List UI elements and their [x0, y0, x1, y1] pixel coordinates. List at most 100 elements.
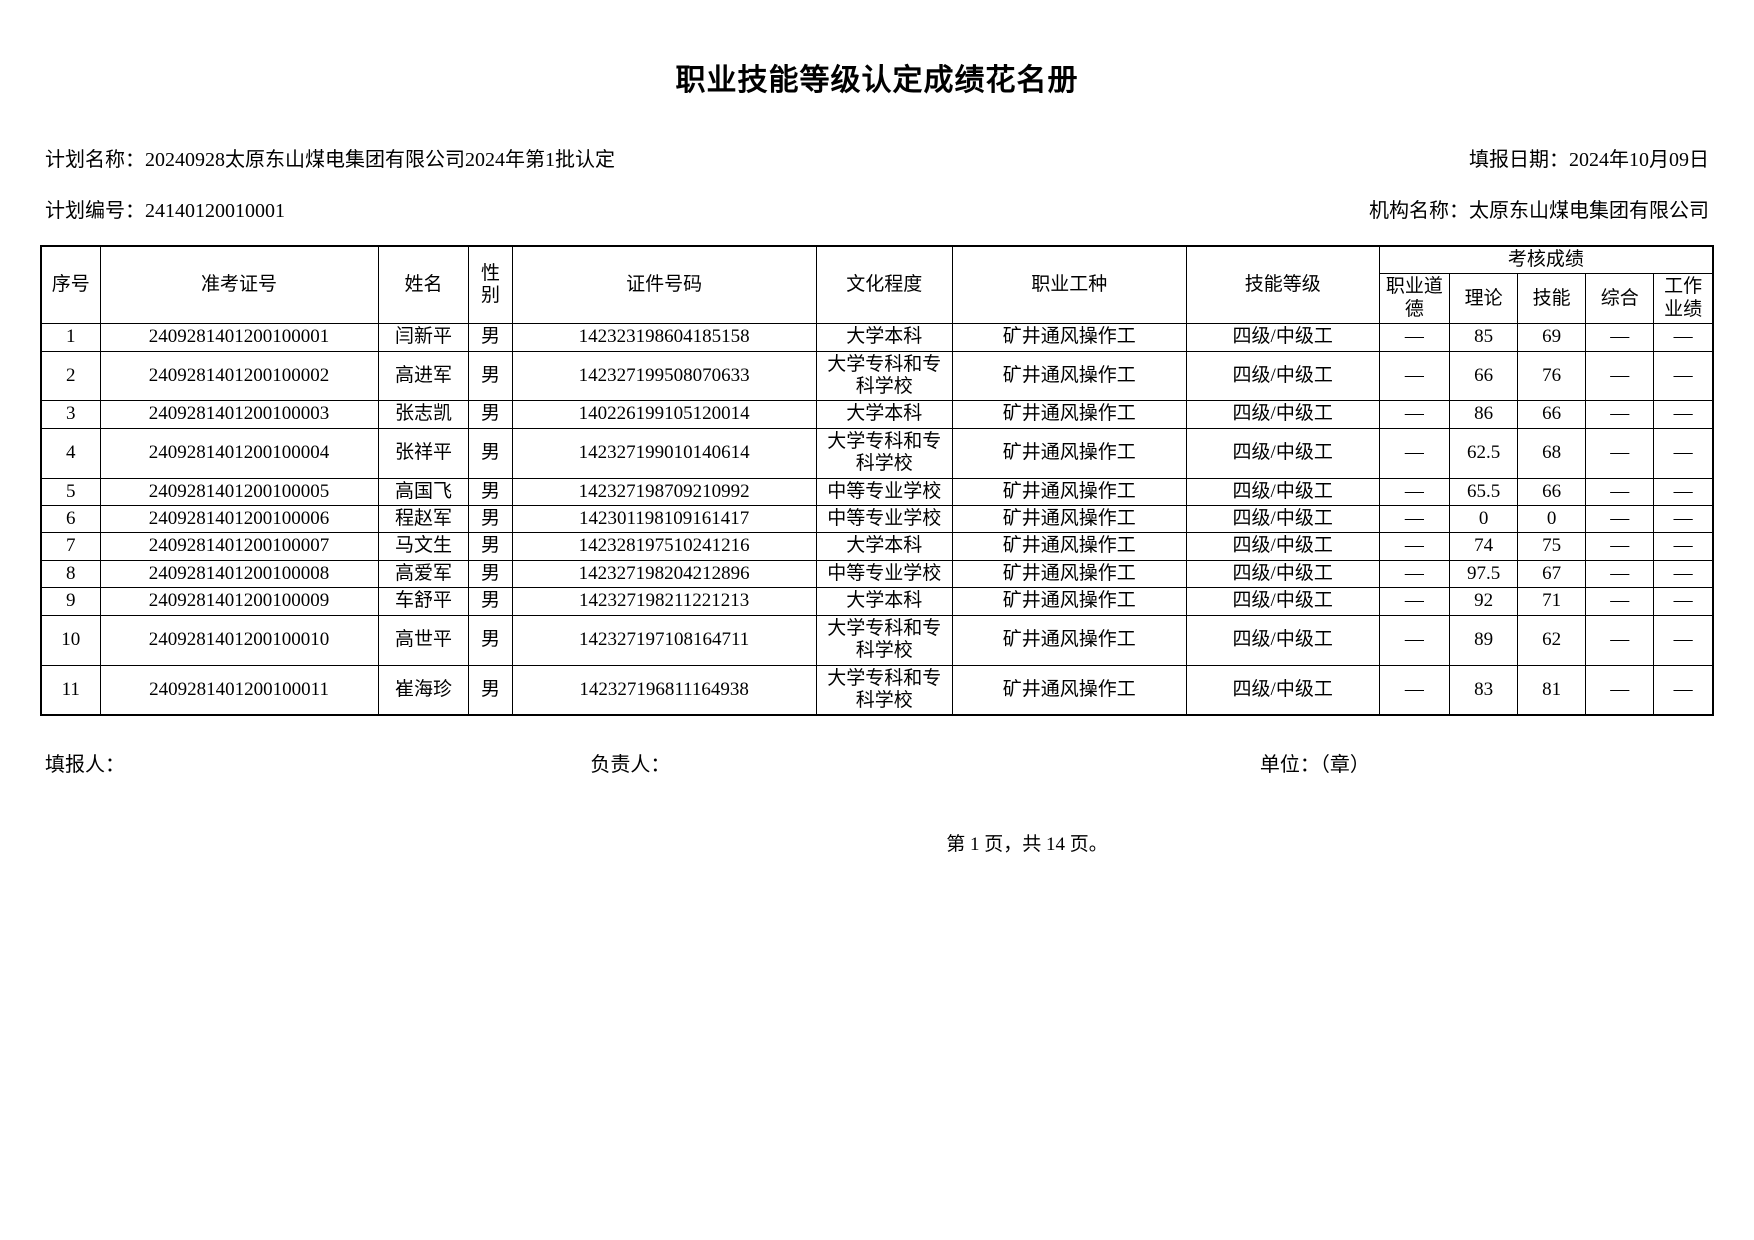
cell-exam-no: 2409281401200100011 — [99, 664, 379, 716]
cell-ethics: — — [1378, 350, 1451, 402]
cell-sex: 男 — [468, 614, 513, 666]
cell-sex: 男 — [468, 587, 513, 616]
cell-education: 中等专业学校 — [815, 505, 953, 534]
table-row: 10 2409281401200100010 高世平男 142327197108164… — [40, 614, 1714, 666]
cell-comprehensive: — — [1585, 559, 1655, 589]
cell-education: 大学专科和专科学校 — [815, 614, 953, 666]
fill-date: 填报日期：2024年10月09日 — [1469, 143, 1709, 172]
page-title: 职业技能等级认定成绩花名册 — [675, 64, 1079, 97]
cell-comprehensive: — — [1585, 587, 1655, 616]
cell-exam-no: 2409281401200100007 — [99, 532, 379, 561]
table-body: 1 2409281401200100001 闫新平男 1423231986041851… — [40, 323, 1714, 716]
table-row: 6 2409281401200100006 程赵军男 1423011981091614… — [40, 505, 1714, 534]
cell-ethics: — — [1378, 532, 1451, 561]
cell-ethics: — — [1378, 323, 1451, 352]
cell-theory: 0 — [1449, 505, 1519, 534]
header-theory: 理论 — [1449, 273, 1519, 325]
header-sex: 性别 — [468, 245, 513, 325]
cell-sex: 男 — [468, 350, 513, 402]
header-score-group: 考核成绩 — [1378, 245, 1714, 275]
cell-comprehensive: — — [1585, 427, 1655, 479]
cell-exam-no: 2409281401200100010 — [99, 614, 379, 666]
cell-exam-no: 2409281401200100006 — [99, 505, 379, 534]
cell-occupation: 矿井通风操作工 — [951, 427, 1187, 479]
cell-theory: 74 — [1449, 532, 1519, 561]
roster-table: 序号 准考证号 姓名 性别 证件号码 文化程度 职业工种 技能等级 考核成绩 职… — [40, 245, 1714, 717]
cell-name: 高爱军 — [377, 559, 470, 589]
header-comprehensive: 综合 — [1585, 273, 1655, 325]
cell-id-no: 142327198709210992 — [511, 477, 817, 507]
header-education: 文化程度 — [815, 245, 953, 325]
cell-ethics: — — [1378, 505, 1451, 534]
table-row: 11 2409281401200100011 崔海珍男 142327196811164… — [40, 664, 1714, 716]
cell-exam-no: 2409281401200100001 — [99, 323, 379, 352]
cell-performance: — — [1653, 587, 1714, 616]
cell-id-no: 142301198109161417 — [511, 505, 817, 534]
org-name: 机构名称：太原东山煤电集团有限公司 — [1369, 194, 1709, 223]
header-exam-no: 准考证号 — [99, 245, 379, 325]
filler-field: 填报人： — [45, 754, 125, 777]
page-number: 第 1 页，共 14 页。 — [946, 834, 1108, 856]
plan-name-value: 20240928太原东山煤电集团有限公司2024年第1批认定 — [145, 149, 615, 171]
cell-exam-no: 2409281401200100003 — [99, 400, 379, 429]
cell-theory: 86 — [1449, 400, 1519, 429]
cell-occupation: 矿井通风操作工 — [951, 559, 1187, 589]
cell-name: 马文生 — [377, 532, 470, 561]
cell-level: 四级/中级工 — [1185, 427, 1380, 479]
cell-sex: 男 — [468, 664, 513, 716]
cell-education: 大学本科 — [815, 587, 953, 616]
cell-index: 6 — [40, 505, 101, 534]
cell-ethics: — — [1378, 614, 1451, 666]
cell-theory: 66 — [1449, 350, 1519, 402]
header-row-main: 序号 准考证号 姓名 性别 证件号码 文化程度 职业工种 技能等级 考核成绩 — [40, 245, 1714, 325]
cell-sex: 男 — [468, 427, 513, 479]
cell-index: 2 — [40, 350, 101, 402]
cell-occupation: 矿井通风操作工 — [951, 614, 1187, 666]
cell-level: 四级/中级工 — [1185, 477, 1380, 507]
cell-education: 中等专业学校 — [815, 477, 953, 507]
cell-level: 四级/中级工 — [1185, 400, 1380, 429]
cell-performance: — — [1653, 614, 1714, 666]
cell-skill: 81 — [1517, 664, 1587, 716]
cell-skill: 66 — [1517, 400, 1587, 429]
cell-sex: 男 — [468, 400, 513, 429]
cell-theory: 97.5 — [1449, 559, 1519, 589]
cell-id-no: 142327196811164938 — [511, 664, 817, 716]
cell-name: 张祥平 — [377, 427, 470, 479]
table-row: 1 2409281401200100001 闫新平男 1423231986041851… — [40, 323, 1714, 352]
cell-sex: 男 — [468, 532, 513, 561]
cell-skill: 68 — [1517, 427, 1587, 479]
cell-exam-no: 2409281401200100008 — [99, 559, 379, 589]
cell-skill: 67 — [1517, 559, 1587, 589]
plan-code: 计划编号：24140120010001 — [45, 194, 285, 223]
cell-education: 大学专科和专科学校 — [815, 350, 953, 402]
plan-name: 计划名称：20240928太原东山煤电集团有限公司2024年第1批认定 — [45, 143, 615, 172]
cell-education: 大学本科 — [815, 532, 953, 561]
cell-index: 5 — [40, 477, 101, 507]
cell-occupation: 矿井通风操作工 — [951, 505, 1187, 534]
cell-skill: 69 — [1517, 323, 1587, 352]
cell-level: 四级/中级工 — [1185, 664, 1380, 716]
fill-date-label: 填报日期： — [1469, 149, 1569, 171]
cell-name: 高世平 — [377, 614, 470, 666]
signature-row: 填报人： 负责人： 单位：（章） — [40, 748, 1714, 777]
cell-name: 高进军 — [377, 350, 470, 402]
plan-code-value: 24140120010001 — [145, 200, 285, 222]
cell-level: 四级/中级工 — [1185, 505, 1380, 534]
cell-exam-no: 2409281401200100002 — [99, 350, 379, 402]
cell-education: 中等专业学校 — [815, 559, 953, 589]
cell-education: 大学本科 — [815, 323, 953, 352]
cell-occupation: 矿井通风操作工 — [951, 587, 1187, 616]
cell-sex: 男 — [468, 477, 513, 507]
cell-education: 大学本科 — [815, 400, 953, 429]
header-index: 序号 — [40, 245, 101, 325]
cell-comprehensive: — — [1585, 477, 1655, 507]
cell-theory: 62.5 — [1449, 427, 1519, 479]
cell-occupation: 矿井通风操作工 — [951, 664, 1187, 716]
cell-index: 3 — [40, 400, 101, 429]
cell-exam-no: 2409281401200100009 — [99, 587, 379, 616]
cell-education: 大学专科和专科学校 — [815, 427, 953, 479]
cell-comprehensive: — — [1585, 323, 1655, 352]
header-ethics: 职业道德 — [1378, 273, 1451, 325]
